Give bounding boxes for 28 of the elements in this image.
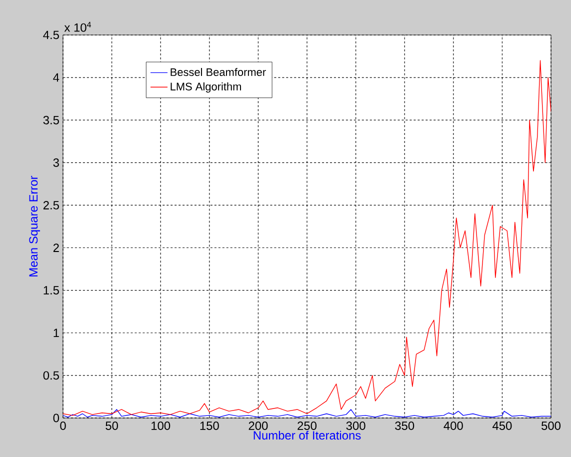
x-tick-label: 350 [395,422,414,430]
y-tick-label: 3 [53,158,59,167]
y-tick-label: 4 [53,73,60,82]
x-tick-label: 500 [542,422,561,430]
x-tick-label: 100 [152,422,170,430]
y-tick-label: 0.5 [43,371,59,380]
y-tick-label: 4.5 [43,30,59,40]
text: x 10$^{4}$ [64,22,92,32]
x-tick-label: 0 [60,422,66,430]
legend-label: Bessel Beamformer [170,68,266,76]
x-axis-title: Number of Iterations [254,430,361,440]
x-tick-label: 250 [298,422,317,430]
x-tick-label: 450 [492,422,512,430]
y-tick-label: 1.5 [44,286,59,294]
y-tick-label: 2 [53,244,59,252]
y-tick-label: 3.5 [43,116,59,124]
y-tick-label: 2.5 [43,200,59,210]
x-tick-label: 300 [346,422,366,430]
y-tick-label: 1 [54,328,59,337]
x-tick-label: 50 [106,422,118,430]
y-tick-label: 0 [53,414,60,422]
y-axis-title: Mean Square Error [29,176,40,276]
legend-label: LMS Algorithm [170,82,241,93]
x-tick-label: 200 [248,422,268,430]
line-series [63,409,552,418]
x-tick-label: 150 [200,422,219,430]
line-series [63,60,552,416]
x-tick-label: 400 [444,422,463,430]
